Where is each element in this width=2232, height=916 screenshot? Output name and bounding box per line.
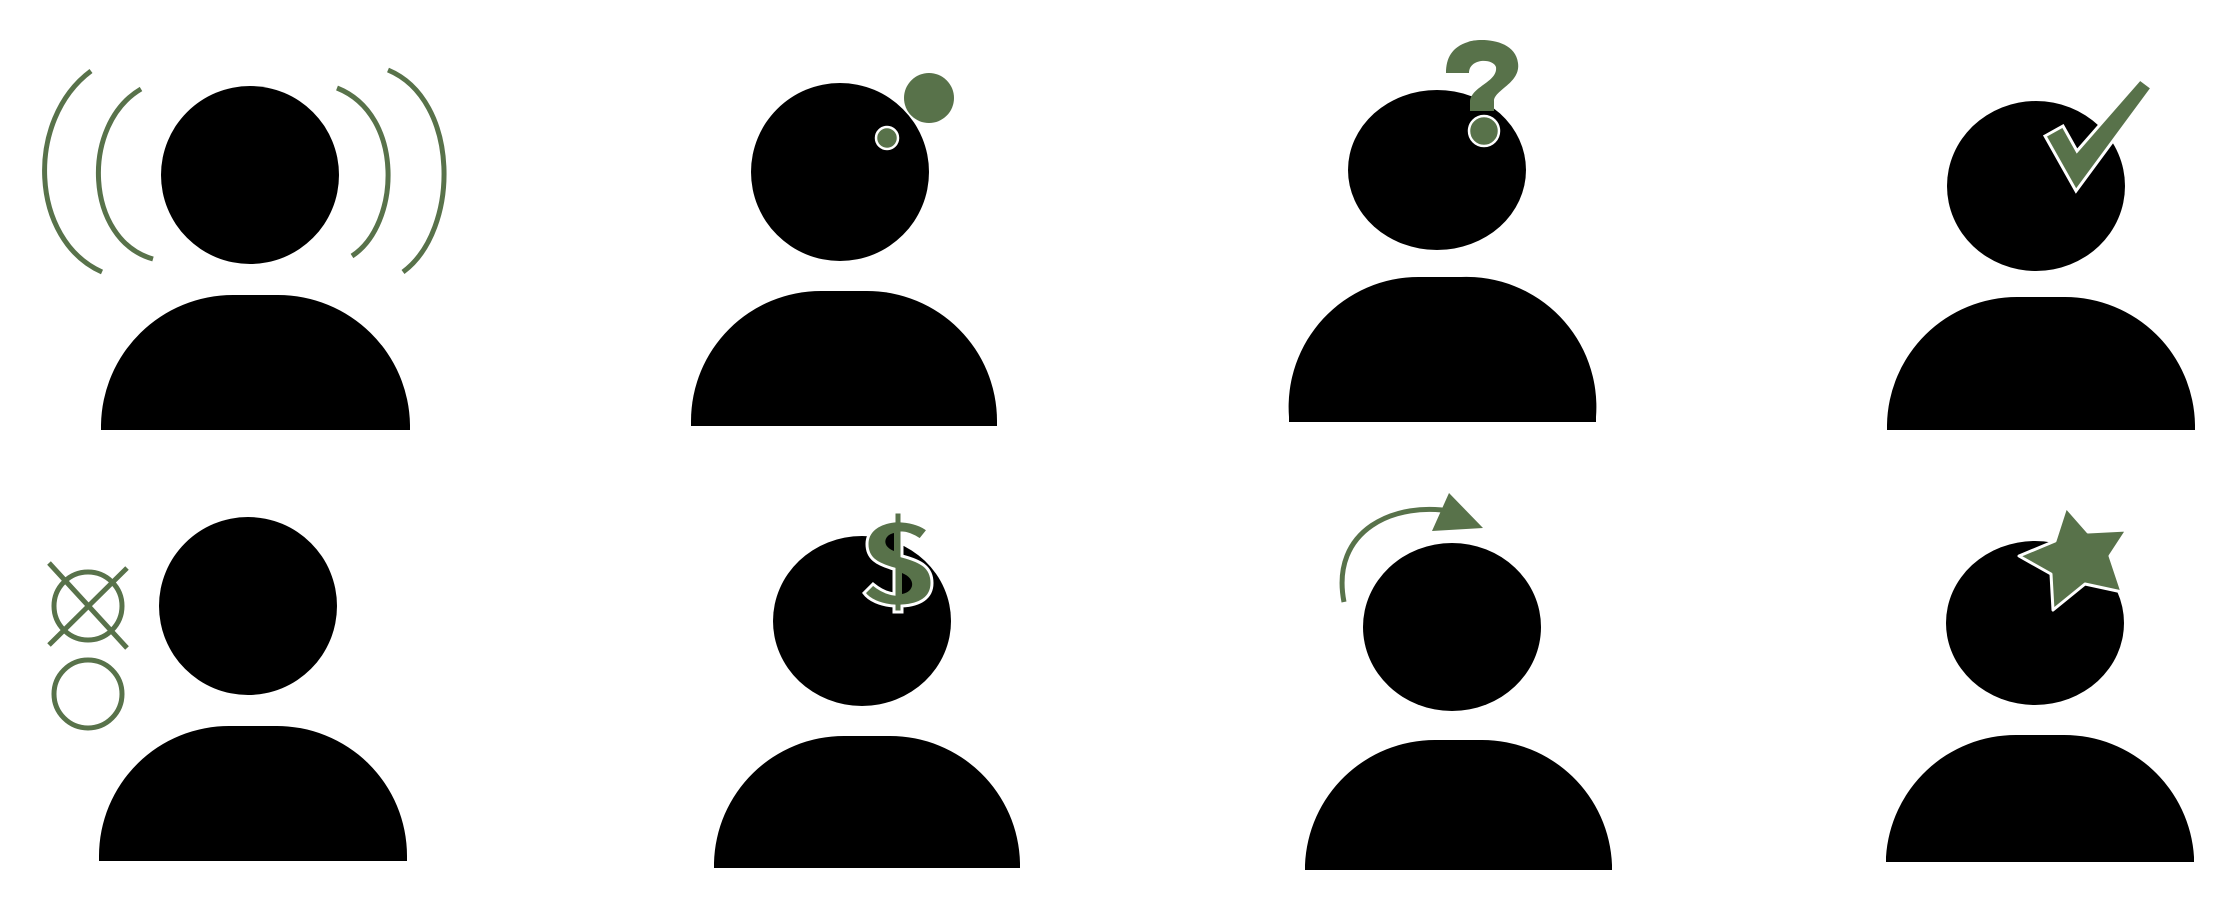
thought-dot-small	[874, 125, 900, 151]
person-head	[1947, 101, 2125, 271]
person-sound-waves-icon	[42, 67, 447, 430]
person-body	[99, 725, 407, 861]
person-head	[1363, 543, 1541, 711]
question-mark-icon	[1446, 40, 1519, 148]
person-thought-dots-icon	[691, 73, 997, 426]
person-head	[773, 536, 951, 706]
person-body	[1887, 297, 2195, 430]
star-icon	[2017, 505, 2129, 612]
person-body	[1886, 734, 2194, 862]
curved-arrow-icon	[1339, 493, 1483, 603]
person-crossed-circles-icon	[47, 517, 407, 861]
person-body	[714, 735, 1020, 868]
person-head	[1348, 90, 1526, 250]
dollar-sign-icon	[862, 510, 934, 614]
person-dollar-icon	[714, 510, 1020, 868]
person-head	[751, 83, 929, 261]
person-star-icon	[1886, 505, 2194, 862]
sound-waves-icon	[42, 67, 447, 275]
thought-dot-large	[904, 73, 954, 123]
crossed-circles-icon	[47, 561, 129, 731]
person-body	[1288, 276, 1597, 422]
person-body	[1305, 739, 1612, 870]
person-refresh-arrow-icon	[1305, 493, 1612, 870]
person-checkmark-icon	[1887, 76, 2195, 430]
person-question-icon	[1288, 40, 1597, 422]
checkmark-icon	[2042, 76, 2155, 194]
person-head	[159, 517, 337, 695]
person-head	[161, 86, 339, 264]
person-body	[101, 295, 410, 430]
person-body	[691, 291, 997, 426]
